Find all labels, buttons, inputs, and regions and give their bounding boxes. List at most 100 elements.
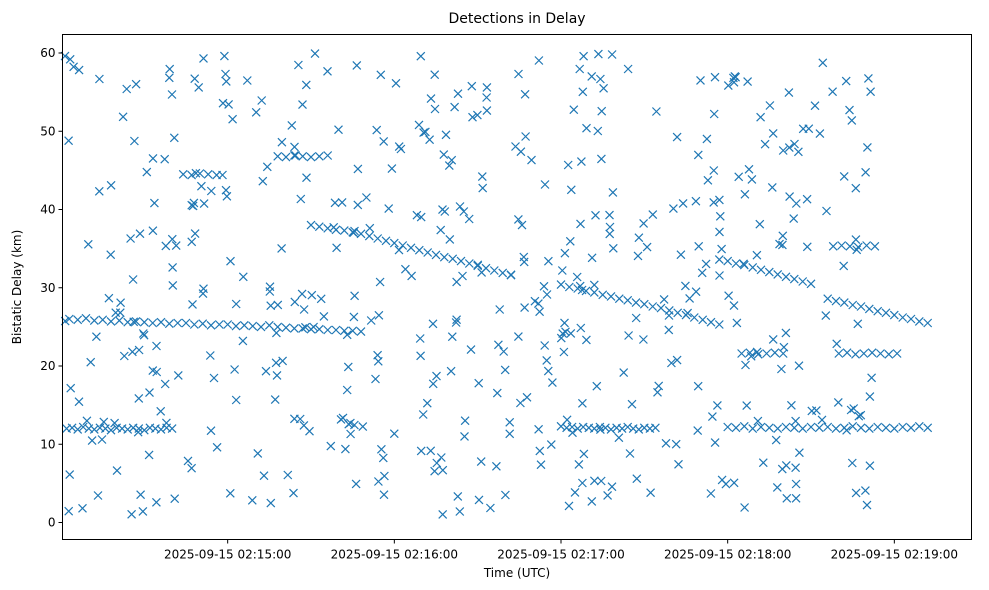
track-point [673,308,683,318]
clutter-point [709,166,719,175]
track-point [798,424,808,434]
clutter-point [505,429,515,439]
clutter-point [742,401,752,411]
clutter-point [569,105,579,115]
clutter-point [168,280,178,290]
clutter-point [300,322,310,332]
clutter-point [342,385,352,395]
clutter-point [238,336,248,346]
clutter-point [852,245,862,255]
clutter-point [862,142,872,152]
track-point [648,302,658,311]
clutter-point [129,317,139,327]
clutter-point [336,414,346,424]
track-point [748,424,758,434]
track-point [884,349,894,359]
track-point [689,313,699,322]
clutter-point [170,494,180,504]
clutter-point [199,284,208,294]
clutter-point [231,395,241,405]
clutter-point [853,319,863,329]
clutter-point [474,378,484,388]
track-point [864,424,874,434]
clutter-point [416,212,426,222]
clutter-point [807,406,817,416]
track-point [881,423,891,433]
track-point [770,348,780,358]
track-point [731,423,741,433]
track-point [100,424,110,434]
clutter-point [291,150,300,160]
clutter-point [492,388,502,398]
track-point [564,282,574,292]
clutter-point [499,347,509,356]
clutter-point [846,405,856,415]
clutter-point [136,490,146,500]
clutter-point [565,236,575,246]
clutter-point [623,64,633,74]
clutter-point [632,474,642,484]
clutter-point [756,112,766,122]
track-point [439,252,449,262]
clutter-point [576,157,586,167]
clutter-point [453,491,463,501]
clutter-point [358,422,368,432]
clutter-point [466,345,476,355]
track-point [739,421,749,431]
track-point [823,422,833,432]
clutter-point [592,381,602,391]
clutter-point [715,211,725,221]
clutter-point [439,150,449,160]
track-point [131,316,141,326]
clutter-point [522,392,532,402]
x-tick-label: 2025-09-15 02:16:00 [331,548,458,562]
clutter-point [566,185,576,195]
track-point [731,259,741,268]
clutter-point [685,293,695,303]
clutter-point [517,220,527,230]
clutter-point [473,260,483,270]
clutter-point [851,183,861,193]
track-point [600,423,610,433]
clutter-point [563,160,573,170]
clutter-point [747,174,757,184]
track-point [348,326,358,336]
clutter-point [666,358,676,368]
track-point [906,314,916,324]
track-point [498,268,508,278]
clutter-point [648,210,658,220]
track-point [78,422,88,432]
clutter-point [414,120,424,130]
clutter-point [743,77,753,87]
clutter-point [199,199,209,209]
clutter-point [566,328,576,338]
clutter-point [329,222,339,232]
track-point [762,349,772,358]
clutter-point [387,164,397,174]
clutter-point [316,294,326,304]
clutter-point [570,487,580,497]
track-point [281,152,291,162]
track-point [139,317,149,327]
clutter-point [863,73,873,83]
x-tick-label: 2025-09-15 02:17:00 [497,548,624,562]
clutter-point [310,49,320,59]
clutter-point [187,237,197,247]
clutter-point [605,210,614,220]
clutter-point [477,172,487,182]
clutter-point [589,476,599,486]
clutter-point [253,448,263,458]
clutter-point [460,416,470,426]
track-point [281,323,291,333]
clutter-point [839,261,849,271]
clutter-point [639,218,649,228]
clutter-point [715,227,724,237]
clutter-point [577,398,587,408]
clutter-point [87,436,97,446]
clutter-point [420,127,430,137]
track-point [73,424,83,434]
clutter-point [165,64,175,74]
clutter-point [828,87,838,97]
clutter-point [349,228,359,238]
